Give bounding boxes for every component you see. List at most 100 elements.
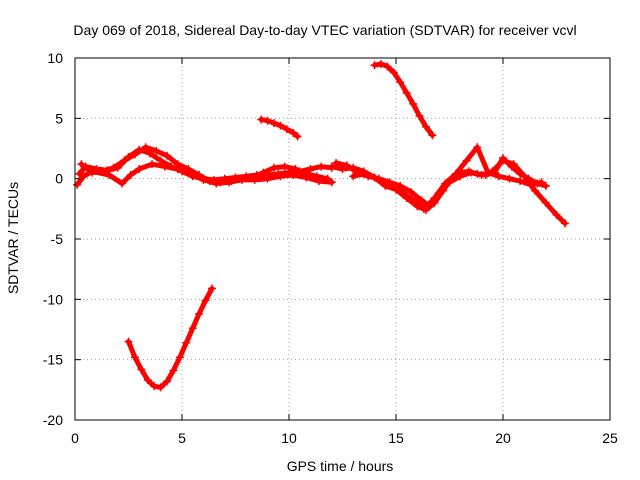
data-point [541,198,550,207]
data-point [402,88,411,97]
data-point [396,181,405,190]
data-point [143,376,152,385]
data-point [152,146,161,155]
data-point [396,78,405,87]
data-point [490,168,499,177]
data-point [370,61,379,70]
y-tick-label: -20 [43,412,63,428]
x-tick-label: 10 [281,430,297,446]
data-point [516,169,525,178]
data-point [263,174,272,183]
series-track-g [124,284,216,392]
data-point [428,131,437,140]
data-point [507,162,516,171]
y-tick-label: 5 [55,110,63,126]
data-point [481,171,490,180]
data-point [302,173,311,182]
data-point [505,174,514,183]
data-point [105,171,114,180]
series-line [350,155,549,213]
data-point [276,121,285,130]
data-point [439,186,448,195]
data-point [130,353,139,362]
data-point [175,353,184,362]
data-point [377,60,386,69]
series-track-h [257,115,302,141]
x-axis-label: GPS time / hours [287,458,394,474]
data-point [126,171,135,180]
data-point [462,156,471,165]
data-point [383,62,392,71]
data-point [282,125,291,134]
y-tick-label: -10 [43,291,63,307]
data-point [118,179,127,188]
data-point [456,168,465,177]
data-point [163,377,172,386]
chart-title: Day 069 of 2018, Sidereal Day-to-day VTE… [73,22,576,38]
grid-layer [75,58,610,420]
data-point [160,162,169,171]
data-point [533,179,542,188]
data-point [332,158,341,167]
data-point [524,174,533,183]
data-point [250,175,259,184]
data-point [120,156,129,165]
data-point [516,177,525,186]
data-point [141,143,150,152]
data-point [552,210,561,219]
data-point [270,163,279,172]
data-point [270,119,279,128]
data-point [163,151,172,160]
data-point [77,160,86,169]
data-point [473,169,482,178]
data-point [293,132,302,141]
data-point [494,172,503,181]
data-point [276,172,285,181]
series-line [258,117,301,139]
data-point [349,172,358,181]
data-point [207,284,216,293]
data-point [447,174,456,183]
data-point [392,185,400,194]
data-point [406,187,415,196]
data-point [88,167,97,176]
data-point [417,196,426,205]
data-point [259,168,268,177]
data-point [75,169,84,178]
x-tick-label: 5 [178,430,186,446]
data-point [109,163,118,172]
data-point [173,165,182,174]
data-point [195,309,204,318]
data-point [317,162,326,171]
data-point [327,178,336,187]
data-point [199,175,208,184]
data-point [130,150,139,159]
data-point [342,161,351,170]
data-point [137,365,146,374]
data-point [79,172,88,181]
data-point [381,181,390,190]
data-point [289,171,298,180]
data-point [289,128,298,137]
data-point [169,366,178,375]
series-track-f [349,154,550,215]
data-point [237,175,246,184]
y-tick-label: 10 [47,50,63,66]
tick-layer: 0 5 10 15 20 25 -20 -15 -10 -5 0 5 10 [43,50,618,446]
data-point [359,169,368,178]
data-point [402,193,411,202]
y-axis-label: SDTVAR / TECUs [5,182,21,294]
series-line [329,158,568,226]
data-point [212,179,221,188]
data-point [430,198,439,207]
data-point [421,122,430,131]
data-point [225,178,234,187]
data-point [541,181,550,190]
data-point [531,186,540,195]
data-point [257,115,266,124]
data-point [182,338,191,347]
x-tick-label: 0 [71,430,79,446]
data-point [413,202,422,211]
series-line [74,161,335,188]
